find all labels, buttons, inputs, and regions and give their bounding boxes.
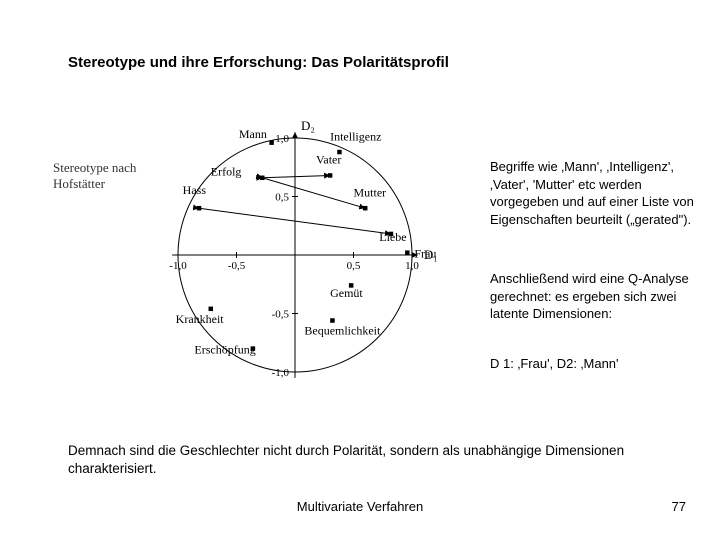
svg-text:-0,5: -0,5 (228, 260, 246, 272)
svg-text:D₂: D₂ (301, 118, 315, 133)
svg-text:-1,0: -1,0 (169, 260, 187, 272)
paragraph-3: D 1: ‚Frau', D2: ‚Mann' (490, 355, 702, 373)
polarity-diagram: -1,0-1,0-0,5-0,50,50,51,01,0D₁D₂MannInte… (150, 110, 440, 400)
svg-text:Mann: Mann (239, 127, 267, 141)
caption-left-line1: Stereotype nach (53, 160, 136, 175)
caption-left-line2: Hofstätter (53, 176, 105, 191)
svg-text:Bequemlichkeit: Bequemlichkeit (304, 324, 381, 338)
svg-text:0,5: 0,5 (347, 260, 361, 272)
svg-text:Krankheit: Krankheit (176, 312, 225, 326)
svg-text:Erschöpfung: Erschöpfung (194, 342, 255, 356)
svg-text:Erfolg: Erfolg (211, 164, 242, 178)
svg-text:Gemüt: Gemüt (330, 286, 363, 300)
svg-text:1,0: 1,0 (405, 260, 419, 272)
svg-text:1,0: 1,0 (275, 133, 289, 145)
footer-center: Multivariate Verfahren (0, 499, 720, 514)
svg-text:Hass: Hass (183, 183, 207, 197)
svg-text:Liebe: Liebe (379, 230, 406, 244)
page-number: 77 (672, 499, 686, 514)
caption-left: Stereotype nach Hofstätter (53, 160, 136, 192)
svg-text:Frau: Frau (414, 246, 436, 260)
bottom-paragraph: Demnach sind die Geschlechter nicht durc… (68, 442, 668, 477)
paragraph-1: Begriffe wie ‚Mann', ‚Intelligenz', ‚Vat… (490, 158, 702, 228)
svg-text:Intelligenz: Intelligenz (330, 129, 381, 143)
paragraph-2: Anschließend wird eine Q-Analyse gerechn… (490, 270, 702, 323)
svg-text:Vater: Vater (316, 153, 341, 167)
svg-text:Mutter: Mutter (354, 186, 387, 200)
svg-text:-0,5: -0,5 (272, 309, 290, 321)
svg-text:0,5: 0,5 (275, 192, 289, 204)
page-title: Stereotype und ihre Erforschung: Das Pol… (68, 54, 449, 71)
svg-text:-1,0: -1,0 (272, 367, 290, 379)
